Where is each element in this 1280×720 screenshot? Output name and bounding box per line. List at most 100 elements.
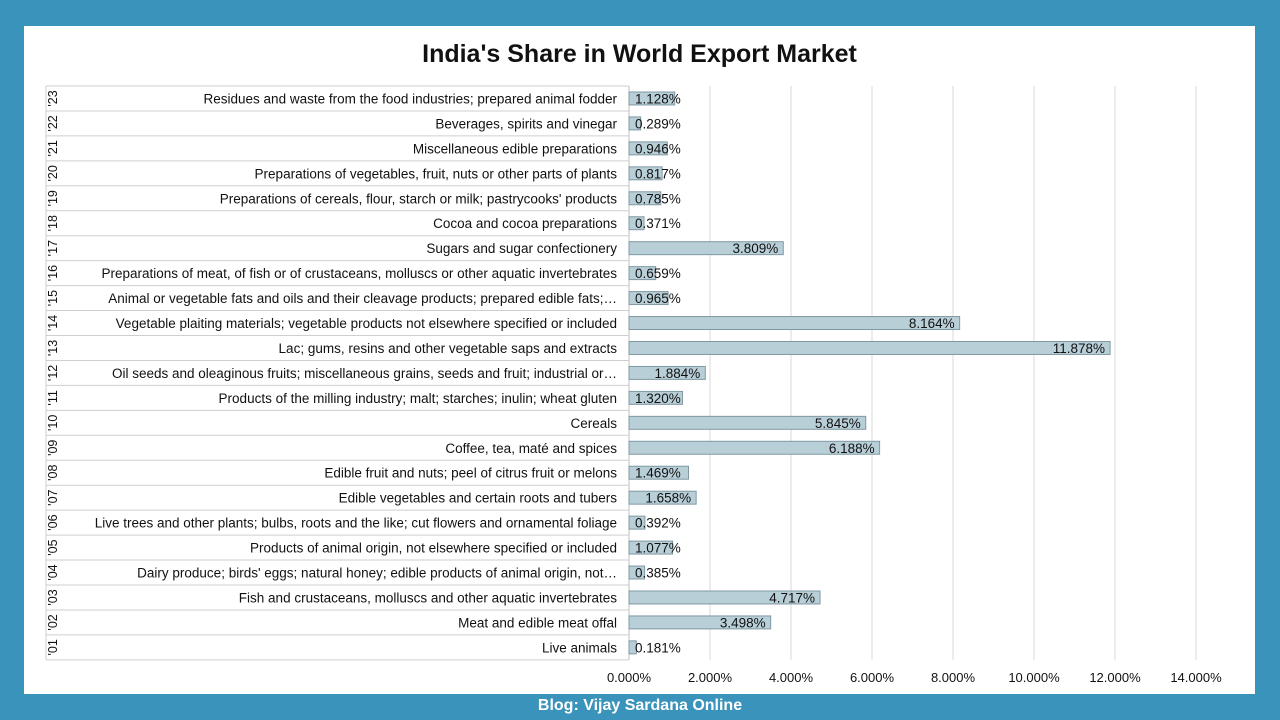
category-label: Miscellaneous edible preparations xyxy=(413,141,617,156)
category-label: Preparations of vegetables, fruit, nuts … xyxy=(255,166,618,181)
bar xyxy=(628,640,637,655)
data-label: 3.809% xyxy=(732,241,778,256)
row-code: '23 xyxy=(46,90,60,106)
x-tick-label: 8.000% xyxy=(931,670,976,685)
bar xyxy=(628,91,676,106)
data-label: 1.884% xyxy=(655,366,701,381)
row-code: '03 xyxy=(46,589,60,605)
data-label: 6.188% xyxy=(829,441,875,456)
category-label: Products of animal origin, not elsewhere… xyxy=(250,541,617,556)
data-label: 4.717% xyxy=(769,590,815,605)
row-code: '12 xyxy=(46,365,60,381)
data-label: 1.128% xyxy=(635,91,681,106)
category-label: Preparations of meat, of fish or of crus… xyxy=(102,266,618,281)
x-tick-label: 12.000% xyxy=(1089,670,1141,685)
row-code: '18 xyxy=(46,215,60,231)
category-label: Beverages, spirits and vinegar xyxy=(435,116,617,131)
category-label: Animal or vegetable fats and oils and th… xyxy=(108,291,617,306)
row-code: '14 xyxy=(46,315,60,331)
footer-credit: Blog: Vijay Sardana Online xyxy=(537,697,743,714)
row-code: '10 xyxy=(46,415,60,431)
row-code: '17 xyxy=(46,240,60,256)
bar xyxy=(628,216,645,231)
category-label: Coffee, tea, maté and spices xyxy=(445,441,617,456)
data-label: 3.498% xyxy=(720,615,766,630)
bar xyxy=(628,565,646,580)
category-label: Live trees and other plants; bulbs, root… xyxy=(95,516,617,531)
data-label: 0.659% xyxy=(635,266,681,281)
category-label: Residues and waste from the food industr… xyxy=(204,91,618,106)
bar xyxy=(628,515,646,530)
row-code: '13 xyxy=(46,340,60,356)
chart-title: India's Share in World Export Market xyxy=(422,40,857,68)
category-label: Cocoa and cocoa preparations xyxy=(433,216,617,231)
bar xyxy=(628,390,683,405)
data-label: 0.785% xyxy=(635,191,681,206)
row-code: '07 xyxy=(46,489,60,505)
bar xyxy=(628,341,1111,355)
x-tick-label: 0.000% xyxy=(607,670,652,685)
category-label: Meat and edible meat offal xyxy=(458,615,617,630)
data-label: 1.469% xyxy=(635,466,681,481)
bar xyxy=(628,615,772,630)
category-label: Preparations of cereals, flour, starch o… xyxy=(220,191,617,206)
data-label: 0.371% xyxy=(635,216,681,231)
data-label: 0.385% xyxy=(635,566,681,581)
data-label: 1.658% xyxy=(645,491,691,506)
bar xyxy=(628,440,881,455)
bar xyxy=(628,116,642,131)
bar xyxy=(628,316,961,330)
bar-chart: 0.000% 2.000% 4.000% 6.000% 8.000% 10.000% 12.… xyxy=(45,85,1222,685)
category-label: Live animals xyxy=(542,640,617,655)
chart-panel: India's Share in World Export Market 0.0… xyxy=(24,26,1255,694)
row-code: '09 xyxy=(46,440,60,456)
x-tick-label: 14.000% xyxy=(1170,670,1222,685)
bar xyxy=(628,465,689,480)
row-code: '15 xyxy=(46,290,60,306)
bar xyxy=(628,291,669,306)
bar xyxy=(628,415,867,430)
bar xyxy=(628,590,821,605)
category-label: Edible fruit and nuts; peel of citrus fr… xyxy=(324,466,617,481)
category-label: Lac; gums, resins and other vegetable sa… xyxy=(279,341,618,356)
category-label: Sugars and sugar confectionery xyxy=(426,241,617,256)
bar xyxy=(628,141,668,156)
data-label: 0.289% xyxy=(635,116,681,131)
category-label: Oil seeds and oleaginous fruits; miscell… xyxy=(112,366,617,381)
row-code: '02 xyxy=(46,614,60,630)
data-label: 1.077% xyxy=(635,541,681,556)
data-label: 0.181% xyxy=(635,640,681,655)
category-label: Products of the milling industry; malt; … xyxy=(219,391,617,406)
row-code: '08 xyxy=(46,465,60,481)
data-label: 0.946% xyxy=(635,141,681,156)
row-code: '01 xyxy=(46,639,60,655)
data-label: 5.845% xyxy=(815,416,861,431)
category-label: Fish and crustaceans, molluscs and other… xyxy=(239,590,617,605)
x-tick-label: 4.000% xyxy=(769,670,814,685)
data-label: 1.320% xyxy=(635,391,681,406)
data-label: 0.817% xyxy=(635,166,681,181)
bar xyxy=(628,191,662,206)
category-label: Cereals xyxy=(570,416,617,431)
category-label: Dairy produce; birds' eggs; natural hone… xyxy=(137,566,617,581)
row-code: '16 xyxy=(46,265,60,281)
category-label: Edible vegetables and certain roots and … xyxy=(339,491,618,506)
bar xyxy=(628,166,663,181)
category-label: Vegetable plaiting materials; vegetable … xyxy=(116,316,617,331)
row-code: '20 xyxy=(46,165,60,181)
bar xyxy=(628,241,784,256)
row-code: '06 xyxy=(46,514,60,530)
x-tick-label: 6.000% xyxy=(850,670,895,685)
x-tick-label: 10.000% xyxy=(1008,670,1060,685)
row-code: '19 xyxy=(46,190,60,206)
row-code: '22 xyxy=(46,115,60,131)
data-label: 8.164% xyxy=(909,316,955,331)
bar xyxy=(628,365,706,380)
row-code: '04 xyxy=(46,564,60,580)
data-label: 0.392% xyxy=(635,516,681,531)
data-label: 0.965% xyxy=(635,291,681,306)
bar xyxy=(628,540,674,555)
bar xyxy=(628,490,697,505)
data-label: 11.878% xyxy=(1053,341,1105,356)
row-code: '21 xyxy=(46,140,60,156)
